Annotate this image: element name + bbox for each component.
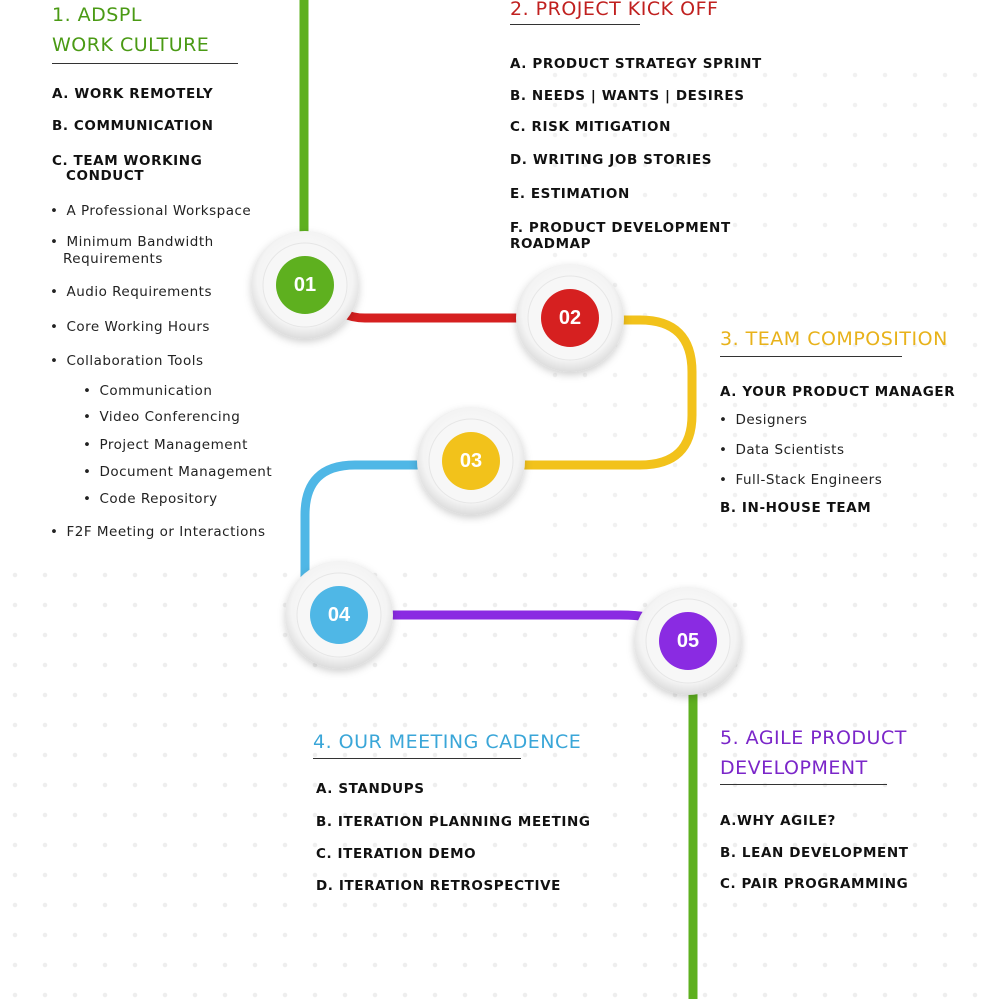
section-2-title: 2. PROJECT KICK OFF	[510, 0, 719, 20]
section-2-header: 2. PROJECT KICK OFF	[510, 0, 719, 25]
section-1-bullet-continued: Requirements	[63, 251, 163, 267]
section-1-sub-bullet: Project Management	[83, 437, 248, 454]
section-1-sub-bullet: Communication	[83, 383, 212, 400]
section-4-item: A. STANDUPS	[316, 781, 425, 797]
section-5-item: A.WHY AGILE?	[720, 813, 836, 829]
section-1-bullet: A Professional Workspace	[50, 203, 251, 220]
section-3-item: B. IN-HOUSE TEAM	[720, 500, 872, 516]
section-2-item: ROADMAP	[510, 236, 592, 252]
node-02: 02	[516, 264, 624, 372]
section-3-bullet: Full-Stack Engineers	[719, 472, 882, 489]
section-5-header: 5. AGILE PRODUCT DEVELOPMENT	[720, 723, 907, 785]
node-05: 05	[634, 587, 742, 695]
section-5-title-line2: DEVELOPMENT	[720, 757, 868, 779]
path-segment-purple	[355, 610, 675, 633]
section-1-sub-bullet: Code Repository	[83, 491, 218, 508]
node-03: 03	[417, 407, 525, 515]
section-3-bullet: Designers	[719, 412, 807, 429]
section-1-title-line2: WORK CULTURE	[52, 34, 210, 56]
section-1-bullet: Audio Requirements	[50, 284, 212, 301]
section-3-item: A. YOUR PRODUCT MANAGER	[720, 384, 956, 400]
section-1-item: C. TEAM WORKING	[52, 153, 203, 169]
svg-text:05: 05	[677, 630, 699, 652]
section-4-title: 4. OUR MEETING CADENCE	[313, 731, 582, 753]
section-2-item: F. PRODUCT DEVELOPMENT	[510, 220, 731, 236]
section-1-bullet: F2F Meeting or Interactions	[50, 524, 265, 541]
section-3-rule	[720, 356, 902, 357]
path-segment-blue	[300, 460, 460, 595]
section-4-item: D. ITERATION RETROSPECTIVE	[316, 878, 561, 894]
section-2-item: D. WRITING JOB STORIES	[510, 152, 713, 168]
section-1-bullet: Core Working Hours	[50, 319, 210, 336]
section-5-item: C. PAIR PROGRAMMING	[720, 876, 909, 892]
node-01: 01	[251, 231, 359, 339]
section-2-item: E. ESTIMATION	[510, 186, 630, 202]
section-3-bullet: Data Scientists	[719, 442, 845, 459]
svg-text:02: 02	[559, 307, 581, 329]
section-2-item: A. PRODUCT STRATEGY SPRINT	[510, 56, 762, 72]
path-segment-yellow	[475, 315, 697, 470]
section-3-header: 3. TEAM COMPOSITION	[720, 324, 948, 357]
svg-text:04: 04	[328, 604, 351, 626]
section-5-rule	[720, 784, 887, 785]
section-1-item: B. COMMUNICATION	[52, 118, 214, 134]
section-3-title: 3. TEAM COMPOSITION	[720, 328, 948, 350]
section-5-item: B. LEAN DEVELOPMENT	[720, 845, 909, 861]
svg-text:01: 01	[294, 274, 316, 296]
node-04: 04	[285, 561, 393, 669]
section-1-bullet: Collaboration Tools	[50, 353, 204, 370]
section-1-bullet: Minimum Bandwidth	[50, 234, 214, 251]
section-1-item: CONDUCT	[66, 168, 145, 184]
dotted-background-bottom	[0, 560, 1000, 999]
section-4-rule	[313, 758, 521, 759]
section-1-item: A. WORK REMOTELY	[52, 86, 214, 102]
section-2-item: B. NEEDS | WANTS | DESIRES	[510, 88, 745, 104]
section-5-title-line1: 5. AGILE PRODUCT	[720, 727, 907, 749]
section-4-item: C. ITERATION DEMO	[316, 846, 477, 862]
section-1-rule	[52, 63, 238, 64]
section-4-header: 4. OUR MEETING CADENCE	[313, 727, 582, 759]
section-2-rule	[510, 24, 640, 25]
section-1-title-line1: 1. ADSPL	[52, 4, 142, 26]
svg-text:03: 03	[460, 450, 482, 472]
section-1-header: 1. ADSPL WORK CULTURE	[52, 0, 238, 64]
section-2-item: C. RISK MITIGATION	[510, 119, 672, 135]
section-1-sub-bullet: Video Conferencing	[83, 409, 240, 426]
section-1-sub-bullet: Document Management	[83, 464, 272, 481]
section-4-item: B. ITERATION PLANNING MEETING	[316, 814, 591, 830]
